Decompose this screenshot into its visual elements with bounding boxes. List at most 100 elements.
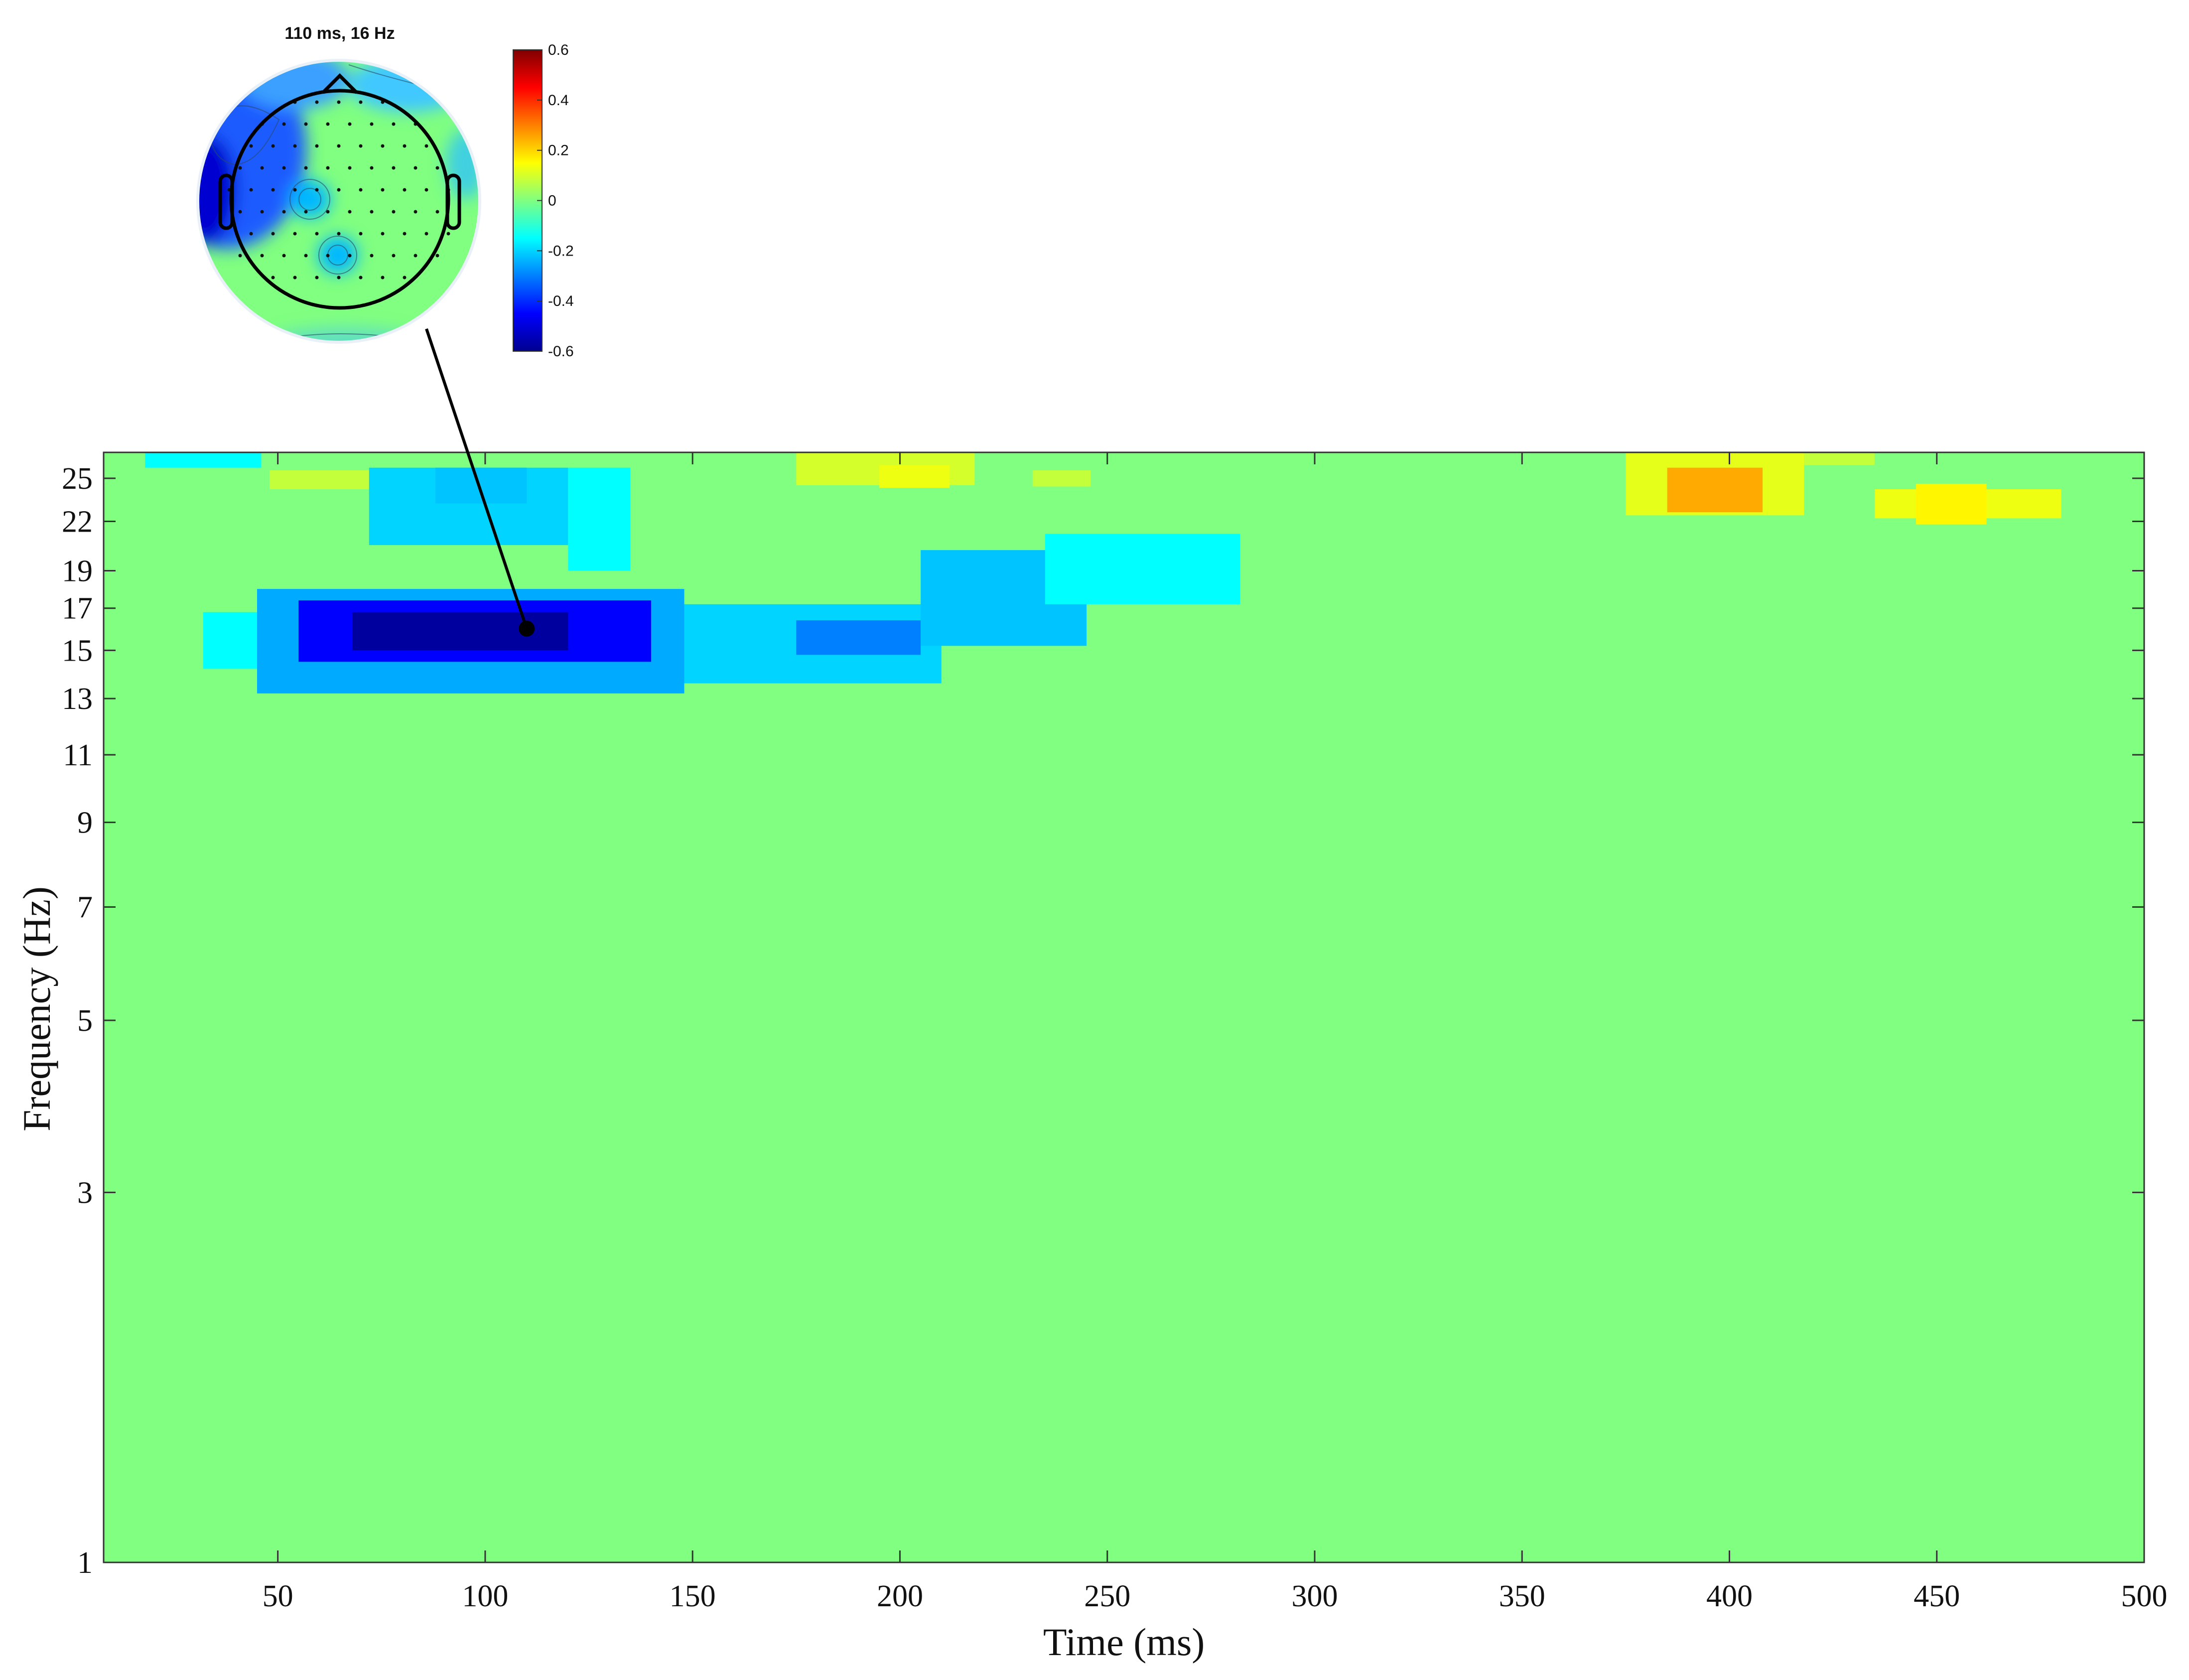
sensor-dot-14 — [271, 144, 275, 148]
topo-top-right-negativity — [349, 62, 468, 112]
y-tick-label-3: 3 — [77, 1176, 93, 1210]
sensor-dot-64 — [260, 254, 264, 258]
x-tick-label-100: 100 — [462, 1579, 508, 1613]
sensor-dot-20 — [403, 144, 407, 148]
heatmap-cell-4 — [568, 467, 631, 571]
colorbar-label-3: 0 — [548, 193, 556, 209]
colorbar-ticks: 0.6 0.4 0.2 0 -0.2 -0.4 -0.6 — [537, 42, 574, 360]
y-tick-label-22: 22 — [62, 505, 93, 539]
sensor-dot-48 — [348, 210, 352, 214]
sensor-dot-43 — [238, 210, 242, 214]
sensor-dot-10 — [370, 122, 374, 126]
colorbar-label-4: -0.2 — [548, 243, 574, 259]
sensor-dot-51 — [413, 210, 417, 214]
sensor-dot-52 — [435, 210, 439, 214]
sensor-dot-35 — [293, 188, 297, 192]
sensor-dot-59 — [381, 232, 385, 236]
annotation-pointer — [425, 328, 535, 637]
sensor-dot-72 — [435, 254, 439, 258]
colorbar-label-0: 0.6 — [548, 42, 569, 58]
sensor-dot-66 — [304, 254, 308, 258]
sensor-dot-76 — [337, 276, 341, 280]
topo-parietal-spot — [318, 236, 358, 274]
sensor-dot-31 — [435, 166, 439, 170]
x-tick-label-300: 300 — [1291, 1579, 1338, 1613]
heatmap-cell-3 — [435, 467, 527, 504]
sensor-dot-11 — [392, 122, 396, 126]
sensor-dot-8 — [326, 122, 330, 126]
sensor-dot-75 — [315, 276, 319, 280]
heatmap-cell-12 — [1045, 534, 1240, 604]
sensor-dot-69 — [370, 254, 374, 258]
x-axis-title: Time (ms) — [1043, 1620, 1205, 1664]
sensor-dot-50 — [392, 210, 396, 214]
plot-frame — [103, 451, 2145, 1563]
y-tick-label-17: 17 — [62, 592, 93, 626]
sensor-dot-62 — [446, 232, 450, 236]
right-ear — [445, 173, 461, 230]
x-tick-label-150: 150 — [670, 1579, 716, 1613]
sensor-dot-60 — [403, 232, 407, 236]
topo-map-title: 110 ms, 16 Hz — [284, 24, 395, 43]
sensor-dot-63 — [238, 254, 242, 258]
sensor-dot-22 — [238, 166, 242, 170]
sensor-dot-26 — [326, 166, 330, 170]
sensor-dot-68 — [348, 254, 352, 258]
colorbar-label-5: -0.4 — [548, 293, 574, 309]
sensor-dot-25 — [304, 166, 308, 170]
heatmap-cell-17 — [1667, 467, 1763, 513]
x-axis-ticks: 50 100 150 200 250 300 350 400 450 500 — [263, 452, 2168, 1613]
y-tick-label-7: 7 — [77, 891, 93, 925]
y-tick-label-13: 13 — [62, 682, 93, 716]
sensor-dot-61 — [424, 232, 428, 236]
sensor-dot-54 — [271, 232, 275, 236]
x-tick-label-250: 250 — [1084, 1579, 1130, 1613]
heatmap-cell-10 — [796, 620, 921, 655]
sensor-dot-77 — [359, 276, 363, 280]
left-ear — [218, 173, 234, 230]
heatmap-cells — [145, 452, 2061, 694]
sensor-dot-70 — [392, 254, 396, 258]
sensor-dot-27 — [348, 166, 352, 170]
topo-colorbar: 0.6 0.4 0.2 0 -0.2 -0.4 -0.6 — [513, 42, 574, 360]
sensor-dot-33 — [249, 188, 253, 192]
y-tick-label-25: 25 — [62, 462, 93, 496]
sensor-dot-21 — [424, 144, 428, 148]
x-tick-label-400: 400 — [1706, 1579, 1753, 1613]
sensor-dot-45 — [282, 210, 286, 214]
y-tick-label-9: 9 — [77, 806, 93, 840]
sensor-dot-49 — [370, 210, 374, 214]
colorbar-label-2: 0.2 — [548, 142, 569, 159]
sensor-dot-67 — [326, 254, 330, 258]
y-tick-label-5: 5 — [77, 1004, 93, 1038]
sensor-dot-65 — [282, 254, 286, 258]
sensor-dot-19 — [381, 144, 385, 148]
sensor-dot-38 — [359, 188, 363, 192]
sensor-dot-29 — [392, 166, 396, 170]
sensor-dot-53 — [249, 232, 253, 236]
heatmap-cell-14 — [879, 465, 950, 488]
sensor-dot-3 — [359, 100, 363, 104]
y-tick-label-19: 19 — [62, 555, 93, 588]
heatmap-cell-18 — [1804, 452, 1875, 465]
colorbar-label-1: 0.4 — [548, 92, 569, 109]
topographic-map-inset: 110 ms, 16 Hz — [196, 24, 574, 360]
topo-sensors — [227, 100, 450, 280]
sensor-dot-24 — [282, 166, 286, 170]
sensor-dot-2 — [337, 100, 341, 104]
sensor-dot-78 — [381, 276, 385, 280]
sensor-dot-7 — [304, 122, 308, 126]
sensor-dot-40 — [403, 188, 407, 192]
sensor-dot-46 — [304, 210, 308, 214]
sensor-dot-15 — [293, 144, 297, 148]
sensor-dot-57 — [337, 232, 341, 236]
heatmap-cell-1 — [270, 470, 382, 489]
sensor-dot-55 — [293, 232, 297, 236]
sensor-dot-71 — [413, 254, 417, 258]
sensor-dot-18 — [359, 144, 363, 148]
sensor-dot-73 — [271, 276, 275, 280]
sensor-dot-37 — [337, 188, 341, 192]
sensor-dot-39 — [381, 188, 385, 192]
pointer-dot — [519, 620, 535, 637]
